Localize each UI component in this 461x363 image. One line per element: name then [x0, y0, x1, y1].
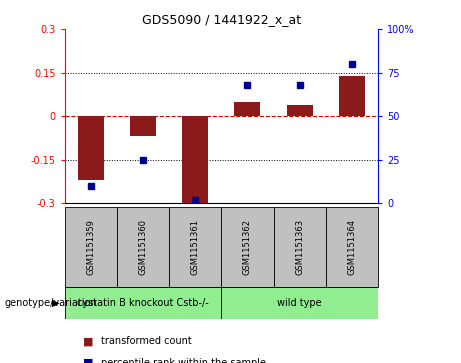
Bar — [182, 116, 208, 203]
Bar — [117, 207, 169, 287]
Text: GSM1151362: GSM1151362 — [243, 219, 252, 275]
Bar — [169, 207, 221, 287]
Bar — [130, 116, 156, 136]
Text: genotype/variation: genotype/variation — [5, 298, 97, 308]
Text: percentile rank within the sample: percentile rank within the sample — [101, 358, 266, 363]
Text: ■: ■ — [83, 358, 94, 363]
Text: ▶: ▶ — [53, 298, 60, 308]
Title: GDS5090 / 1441922_x_at: GDS5090 / 1441922_x_at — [142, 13, 301, 26]
Text: GSM1151360: GSM1151360 — [138, 219, 148, 275]
Bar — [221, 287, 378, 319]
Text: cystatin B knockout Cstb-/-: cystatin B knockout Cstb-/- — [77, 298, 209, 308]
Bar — [65, 207, 117, 287]
Text: wild type: wild type — [278, 298, 322, 308]
Bar — [339, 76, 365, 116]
Bar — [65, 287, 221, 319]
Text: GSM1151364: GSM1151364 — [348, 219, 356, 275]
Text: GSM1151359: GSM1151359 — [86, 219, 95, 275]
Bar — [221, 207, 273, 287]
Bar — [77, 116, 104, 180]
Text: transformed count: transformed count — [101, 336, 192, 346]
Bar — [326, 207, 378, 287]
Bar — [234, 102, 260, 116]
Bar — [273, 207, 326, 287]
Text: GSM1151363: GSM1151363 — [295, 219, 304, 275]
Text: ■: ■ — [83, 336, 94, 346]
Bar — [287, 105, 313, 116]
Text: GSM1151361: GSM1151361 — [191, 219, 200, 275]
